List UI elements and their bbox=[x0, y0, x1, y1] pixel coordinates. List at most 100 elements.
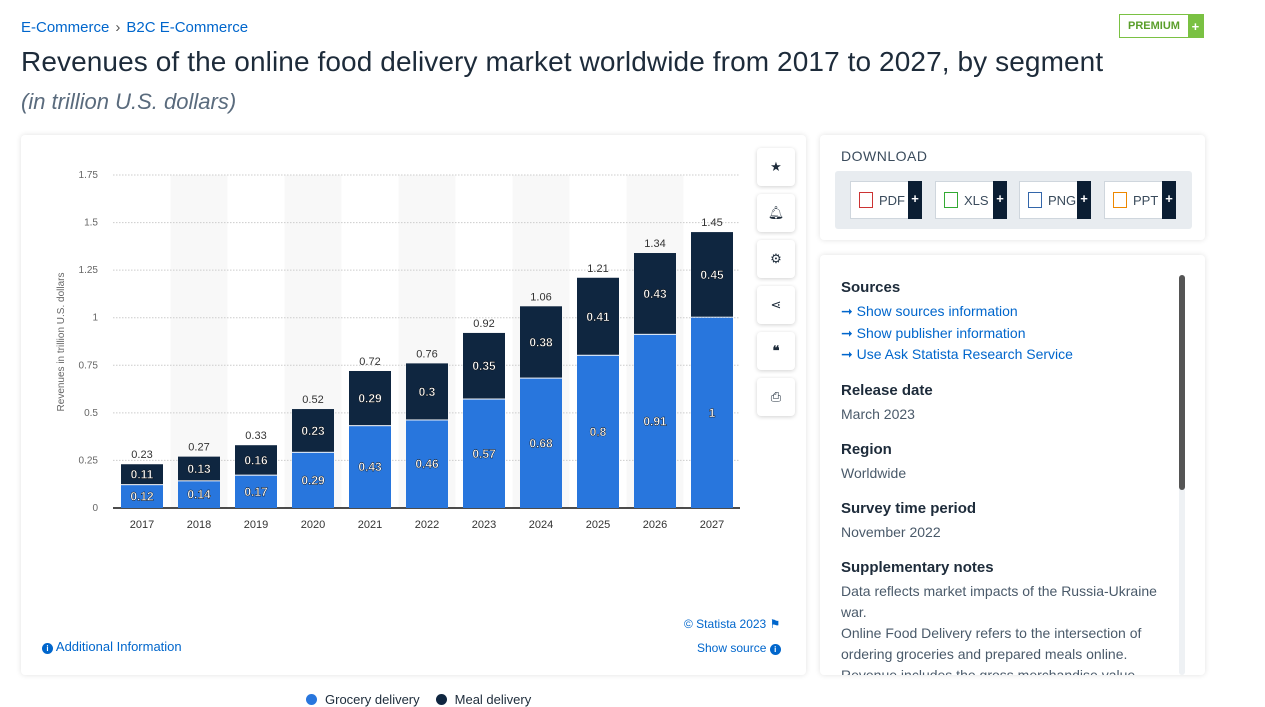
bar-value-label: 0.12 bbox=[130, 490, 154, 504]
quote-icon[interactable]: ❝ bbox=[757, 332, 795, 370]
legend: Grocery delivery Meal delivery bbox=[306, 692, 531, 707]
download-panel: DOWNLOAD PDF + XLS + PNG + PPT + bbox=[820, 135, 1205, 240]
print-icon[interactable]: ⎙ bbox=[757, 378, 795, 416]
gear-icon[interactable]: ⚙ bbox=[757, 240, 795, 278]
region-value: Worldwide bbox=[841, 464, 907, 481]
bar-grocery bbox=[178, 481, 220, 508]
bar-grocery bbox=[520, 378, 562, 508]
column-band bbox=[170, 175, 228, 508]
premium-badge[interactable]: PREMIUM + bbox=[1119, 14, 1204, 38]
period-title: Survey time period bbox=[841, 499, 977, 517]
y-axis-label: Revenues in trillion U.S. dollars bbox=[56, 273, 67, 412]
bar-meal bbox=[634, 253, 676, 334]
breadcrumb-b2c[interactable]: B2C E-Commerce bbox=[126, 19, 249, 36]
total-label: 0.33 bbox=[245, 430, 266, 442]
bar-value-label: 0.29 bbox=[358, 392, 382, 406]
x-tick-label: 2027 bbox=[700, 519, 724, 531]
share-icon[interactable]: ⋖ bbox=[757, 286, 795, 324]
bell-icon[interactable]: 🔔︎ bbox=[757, 194, 795, 232]
chart-toolbar: ★ 🔔︎ ⚙ ⋖ ❝ ⎙ bbox=[757, 148, 795, 424]
bar-value-label: 0.17 bbox=[244, 485, 268, 499]
release-title: Release date bbox=[841, 381, 933, 399]
bar-meal bbox=[463, 332, 505, 399]
copyright-link[interactable]: © Statista 2023 ⚑ bbox=[684, 617, 781, 631]
star-icon[interactable]: ★ bbox=[757, 148, 795, 186]
plus-icon: + bbox=[1187, 15, 1203, 37]
region-title: Region bbox=[841, 440, 892, 458]
bar-grocery bbox=[235, 475, 277, 508]
column-band bbox=[284, 175, 342, 508]
x-tick-label: 2017 bbox=[130, 519, 154, 531]
bar-value-label: 0.8 bbox=[590, 425, 607, 439]
pdf-file-icon bbox=[859, 192, 873, 208]
total-label: 1.06 bbox=[530, 291, 551, 303]
bar-grocery bbox=[577, 355, 619, 508]
y-tick-label: 0.75 bbox=[79, 360, 99, 371]
y-tick-label: 0.25 bbox=[79, 455, 99, 466]
release-value: March 2023 bbox=[841, 405, 915, 422]
total-label: 0.76 bbox=[416, 348, 437, 360]
download-title: DOWNLOAD bbox=[841, 148, 928, 164]
bar-meal bbox=[121, 464, 163, 485]
x-tick-label: 2023 bbox=[472, 519, 496, 531]
bar-meal bbox=[406, 363, 448, 420]
bar-grocery bbox=[349, 426, 391, 508]
total-label: 1.45 bbox=[701, 217, 722, 229]
y-tick-label: 1.5 bbox=[84, 218, 98, 229]
sources-title: Sources bbox=[841, 279, 901, 296]
x-tick-label: 2019 bbox=[244, 519, 268, 531]
page-subtitle: (in trillion U.S. dollars) bbox=[21, 89, 237, 114]
download-xls-button[interactable]: XLS + bbox=[935, 181, 1007, 219]
bar-meal bbox=[691, 232, 733, 317]
legend-grocery[interactable]: Grocery delivery bbox=[306, 692, 420, 707]
bar-value-label: 0.35 bbox=[472, 359, 496, 373]
png-file-icon bbox=[1028, 192, 1042, 208]
xls-file-icon bbox=[944, 192, 958, 208]
bar-meal bbox=[577, 277, 619, 355]
bar-value-label: 0.46 bbox=[415, 457, 439, 471]
bar-value-label: 0.57 bbox=[472, 447, 496, 461]
additional-information-link[interactable]: i Additional Information bbox=[42, 639, 182, 654]
total-label: 1.21 bbox=[587, 263, 608, 275]
download-pdf-button[interactable]: PDF + bbox=[850, 181, 922, 219]
note: Online Food Delivery refers to the inter… bbox=[841, 624, 1142, 662]
chart-card: 0 0.25 0.5 0.75 1 1.25 1.5 1.75 Revenues in tril… bbox=[21, 135, 806, 707]
bar-meal bbox=[520, 306, 562, 378]
legend-meal[interactable]: Meal delivery bbox=[435, 692, 531, 707]
x-tick-label: 2021 bbox=[358, 519, 382, 531]
show-sources-link[interactable]: ➞ Show sources information bbox=[841, 303, 1018, 319]
download-ppt-button[interactable]: PPT + bbox=[1104, 181, 1176, 219]
x-tick-label: 2025 bbox=[586, 519, 610, 531]
bar-value-label: 0.3 bbox=[419, 385, 436, 399]
bar-grocery bbox=[121, 485, 163, 508]
bar-value-label: 0.68 bbox=[529, 436, 553, 450]
period-value: November 2022 bbox=[841, 523, 941, 540]
download-png-button[interactable]: PNG + bbox=[1019, 181, 1091, 219]
bar-value-label: 0.91 bbox=[643, 414, 667, 428]
chart: 0 0.25 0.5 0.75 1 1.25 1.5 1.75 Revenues in tril… bbox=[56, 170, 740, 531]
ask-statista-link[interactable]: ➞ Use Ask Statista Research Service bbox=[841, 346, 1073, 362]
show-source-link[interactable]: Show source i bbox=[697, 641, 781, 655]
y-tick-label: 0.5 bbox=[84, 408, 98, 419]
breadcrumb-ecommerce[interactable]: E-Commerce bbox=[21, 19, 110, 36]
total-label: 0.52 bbox=[302, 394, 323, 406]
note: Data reflects market impacts of the Russ… bbox=[841, 582, 1157, 620]
y-tick-label: 0 bbox=[92, 503, 98, 514]
y-tick-label: 1 bbox=[92, 313, 98, 324]
total-label: 1.34 bbox=[644, 238, 665, 250]
scrollbar[interactable] bbox=[1179, 275, 1185, 675]
flag-icon: ⚑ bbox=[769, 617, 781, 631]
bar-value-label: 0.29 bbox=[301, 473, 325, 487]
show-publisher-link[interactable]: ➞ Show publisher information bbox=[841, 324, 1026, 341]
bar-grocery bbox=[463, 399, 505, 508]
info-icon: i bbox=[769, 644, 781, 655]
page-title: Revenues of the online food delivery mar… bbox=[21, 46, 1104, 77]
bar-value-label: 0.45 bbox=[700, 268, 724, 282]
x-tick-label: 2020 bbox=[301, 519, 325, 531]
bar-value-label: 0.14 bbox=[187, 488, 211, 502]
total-label: 0.72 bbox=[359, 356, 380, 368]
bar-meal bbox=[178, 456, 220, 481]
x-tick-label: 2022 bbox=[415, 519, 439, 531]
bar-value-label: 0.43 bbox=[643, 287, 667, 301]
bar-value-label: 0.11 bbox=[131, 468, 154, 482]
